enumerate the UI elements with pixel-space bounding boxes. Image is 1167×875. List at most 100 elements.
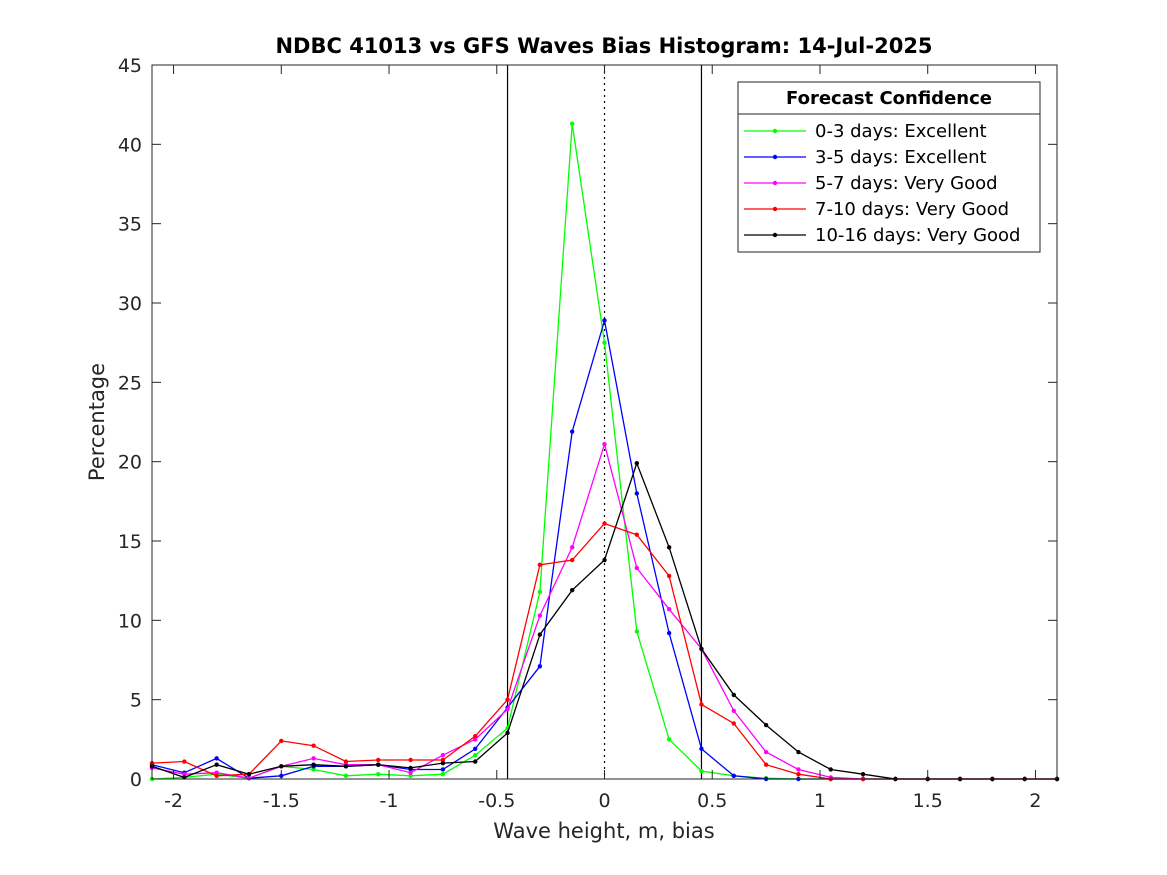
data-point [473, 753, 478, 758]
legend-item-1: 0-3 days: Excellent [744, 121, 987, 142]
data-point [569, 587, 575, 593]
x-tick-label: 1 [814, 790, 826, 812]
x-tick-label: 2 [1029, 790, 1041, 812]
legend-swatch-marker [772, 206, 778, 212]
data-point [505, 730, 510, 736]
data-point [569, 429, 575, 434]
x-tick-label: 0.5 [697, 790, 727, 812]
data-point [279, 738, 284, 744]
data-point [699, 768, 704, 774]
x-tick-label: -1 [380, 790, 399, 812]
data-point [343, 773, 349, 779]
data-point [666, 737, 672, 742]
y-tick-label: 10 [118, 610, 142, 632]
data-point [569, 121, 575, 126]
data-point [408, 765, 413, 771]
data-point [473, 737, 478, 742]
data-point [699, 646, 704, 652]
legend-item-2: 3-5 days: Excellent [744, 147, 987, 168]
data-point [796, 749, 801, 755]
data-point [376, 772, 381, 777]
legend-swatch-marker [772, 232, 778, 238]
legend-swatch-marker [772, 128, 778, 134]
data-point [634, 491, 640, 496]
legend-title: Forecast Confidence [786, 88, 992, 109]
data-point [473, 746, 478, 752]
data-point [376, 762, 381, 767]
x-tick-label: 0 [598, 790, 610, 812]
data-point [731, 773, 736, 779]
legend-label: 0-3 days: Excellent [815, 121, 987, 142]
data-point [634, 461, 640, 466]
data-point [311, 756, 316, 761]
data-point [311, 767, 316, 772]
legend-swatch-marker [772, 180, 778, 186]
data-point [279, 764, 284, 769]
data-point [440, 760, 446, 766]
data-point [408, 757, 413, 763]
y-tick-label: 0 [130, 769, 142, 791]
data-point [634, 565, 640, 571]
data-point [343, 759, 349, 764]
data-point [828, 767, 833, 772]
data-point [440, 757, 446, 763]
y-tick-label: 15 [118, 531, 142, 553]
legend: Forecast Confidence 0-3 days: Excellent 3… [737, 81, 1041, 253]
data-point [602, 521, 607, 526]
reference-lines [506, 65, 703, 779]
data-point [408, 770, 413, 775]
data-point [182, 759, 187, 764]
data-point [376, 757, 381, 763]
data-point [602, 442, 607, 447]
data-point [537, 562, 543, 567]
legend-box [737, 81, 1041, 253]
y-tick-label: 20 [118, 452, 142, 474]
data-point [666, 573, 672, 579]
data-point [860, 772, 866, 777]
y-tick-label: 35 [118, 214, 142, 236]
data-point [699, 702, 704, 707]
x-tick-label: 1.5 [913, 790, 943, 812]
legend-swatch-marker [772, 154, 778, 160]
data-point [763, 749, 769, 755]
legend-item-5: 10-16 days: Very Good [744, 225, 1020, 246]
data-point [796, 767, 801, 772]
data-point [246, 776, 252, 781]
legend-label: 10-16 days: Very Good [815, 225, 1020, 246]
legend-label: 7-10 days: Very Good [815, 199, 1009, 220]
data-point [537, 632, 543, 637]
data-point [214, 770, 219, 775]
data-point [731, 708, 736, 713]
data-point [440, 753, 446, 758]
x-tick-label: -1.5 [263, 790, 300, 812]
data-point [505, 697, 510, 702]
x-tick-label: -2 [164, 790, 183, 812]
data-point [666, 545, 672, 550]
data-point [537, 589, 543, 594]
data-point [182, 772, 187, 777]
data-point [440, 772, 446, 777]
data-point [311, 762, 316, 767]
data-point [214, 756, 219, 761]
data-point [343, 764, 349, 769]
data-point [602, 557, 607, 563]
data-point [602, 318, 607, 323]
data-point [763, 762, 769, 767]
legend-label: 5-7 days: Very Good [815, 173, 998, 194]
data-point [537, 664, 543, 669]
y-tick-label: 25 [118, 372, 142, 394]
legend-label: 3-5 days: Excellent [815, 147, 987, 168]
data-point [505, 706, 510, 712]
data-point [246, 772, 252, 777]
data-point [569, 557, 575, 563]
y-tick-label: 5 [130, 690, 142, 712]
data-point [440, 767, 446, 772]
legend-items: 0-3 days: Excellent 3-5 days: Excellent 5-… [744, 121, 1020, 246]
data-point [796, 772, 801, 777]
data-point [214, 762, 219, 767]
data-point [731, 721, 736, 726]
x-tick-label: -0.5 [478, 790, 515, 812]
data-point [408, 773, 413, 779]
data-point [311, 743, 316, 748]
